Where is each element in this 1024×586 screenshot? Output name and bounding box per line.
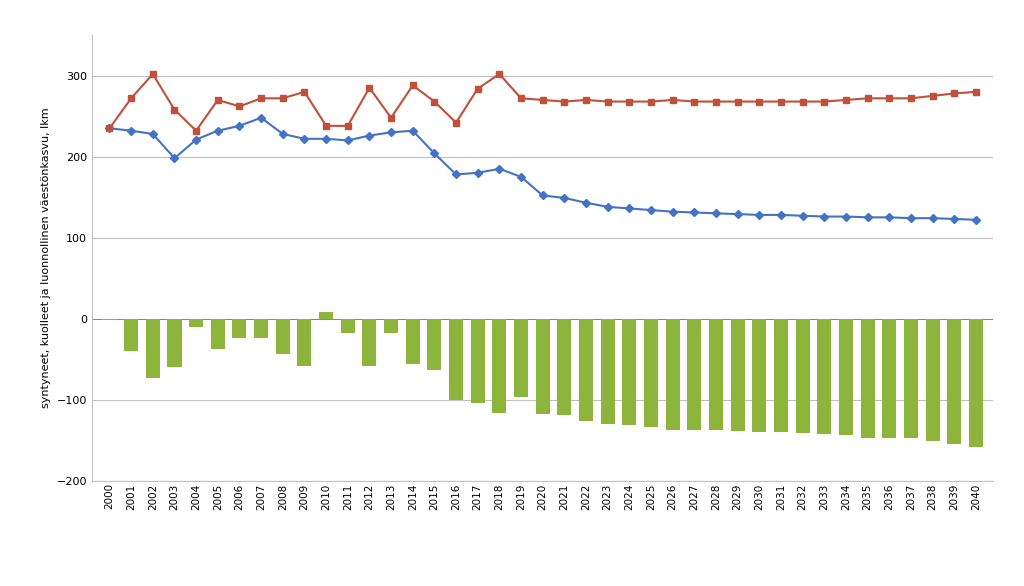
Bar: [297, 319, 311, 366]
Bar: [557, 319, 571, 415]
Bar: [168, 319, 181, 367]
Bar: [579, 319, 593, 421]
Bar: [254, 319, 268, 338]
Bar: [926, 319, 940, 441]
Bar: [687, 319, 701, 430]
Bar: [211, 319, 225, 349]
Bar: [275, 319, 290, 354]
Bar: [450, 319, 463, 400]
Bar: [796, 319, 810, 432]
Bar: [341, 319, 354, 333]
Bar: [102, 319, 117, 320]
Bar: [947, 319, 962, 444]
Bar: [644, 319, 658, 427]
Bar: [145, 319, 160, 379]
Bar: [319, 312, 333, 319]
Bar: [709, 319, 723, 430]
Y-axis label: syntyneet, kuolleet ja luonnollinen väestönkasvu, lkm: syntyneet, kuolleet ja luonnollinen väes…: [41, 107, 51, 408]
Bar: [493, 319, 507, 413]
Bar: [232, 319, 247, 338]
Bar: [904, 319, 918, 438]
Bar: [124, 319, 138, 351]
Bar: [406, 319, 420, 364]
Bar: [817, 319, 831, 434]
Bar: [753, 319, 766, 432]
Bar: [384, 319, 398, 333]
Bar: [666, 319, 680, 430]
Bar: [536, 319, 550, 414]
Bar: [774, 319, 788, 432]
Bar: [731, 319, 744, 431]
Bar: [969, 319, 983, 447]
Bar: [839, 319, 853, 435]
Bar: [189, 319, 203, 328]
Bar: [623, 319, 636, 425]
Bar: [514, 319, 528, 397]
Bar: [427, 319, 441, 370]
Bar: [471, 319, 484, 403]
Bar: [362, 319, 377, 366]
Bar: [860, 319, 874, 438]
Bar: [601, 319, 614, 424]
Bar: [883, 319, 896, 438]
